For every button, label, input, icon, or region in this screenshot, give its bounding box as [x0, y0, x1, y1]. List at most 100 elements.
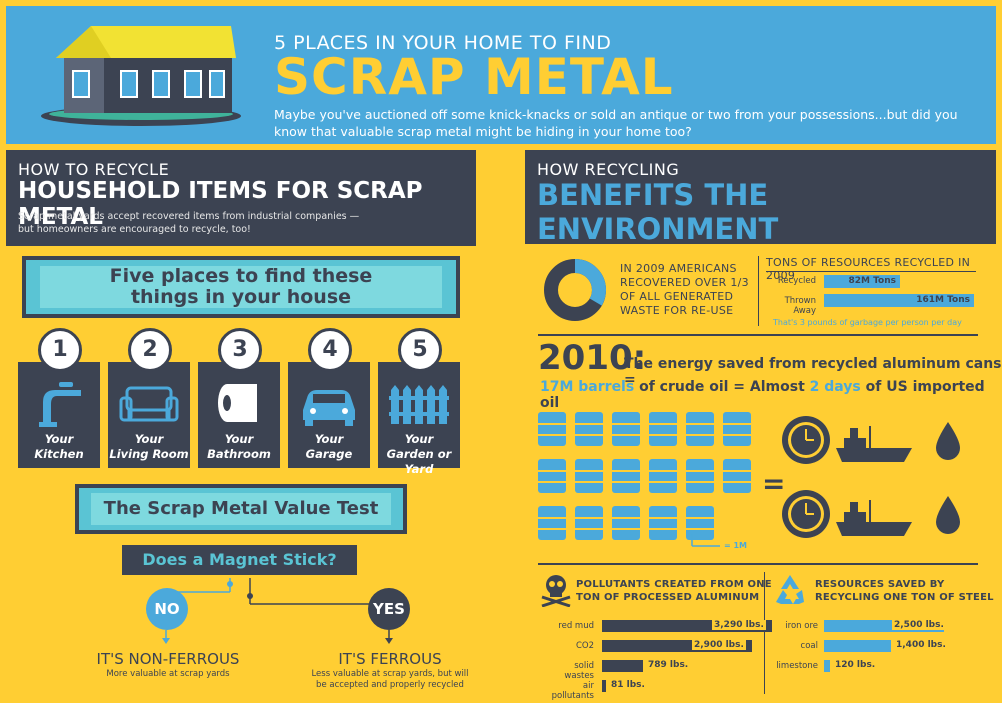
five-places-title: Five places to find these things in your… — [40, 266, 442, 308]
place-number-2: 2 — [128, 328, 172, 372]
barrel-icon — [649, 459, 677, 493]
barrel-icon — [575, 459, 603, 493]
pollutant-label: red mud — [558, 621, 594, 631]
recycle-icon — [776, 575, 804, 604]
non-ferrous-result: IT'S NON-FERROUS — [96, 650, 240, 668]
barrel-icon — [575, 412, 603, 446]
five-places-banner: Five places to find these things in your… — [22, 256, 460, 318]
divider-rule — [538, 334, 978, 336]
barrel-icon — [686, 459, 714, 493]
tons-recycled-bar: 82M Tons — [824, 275, 900, 288]
place-kitchen: Your Kitchen — [18, 362, 100, 468]
tons-title: TONS OF RESOURCES RECYCLED IN 2009 — [766, 256, 971, 282]
barrel-icon — [612, 506, 640, 540]
energy-line2: 17M barrels of crude oil = Almost 2 days… — [540, 379, 985, 411]
place-number-3: 3 — [218, 328, 262, 372]
ship-icon — [836, 500, 912, 536]
energy-line1: The energy saved from recycled aluminum … — [624, 356, 1002, 388]
header-title: SCRAP METAL — [274, 48, 674, 106]
place-living-room-label: Your Living Room — [109, 432, 189, 461]
five-places-title-line1: Five places to find these — [109, 265, 373, 287]
resource-value: 2,500 lbs. — [892, 620, 946, 630]
place-bathroom: Your Bathroom — [198, 362, 280, 468]
toilet-paper-icon — [218, 384, 257, 422]
fence-icon — [389, 385, 449, 424]
left-section-description: Scrap metal yards accept recovered items… — [18, 211, 360, 235]
ship-icon — [836, 426, 912, 462]
place-bathroom-label: Your Bathroom — [207, 432, 271, 461]
barrel-legend: = 1M — [724, 541, 748, 550]
ferrous-result: IT'S FERROUS — [338, 650, 442, 668]
skull-icon — [541, 575, 571, 607]
barrel-icon — [686, 506, 714, 540]
pollutant-label: CO2 — [575, 641, 594, 651]
pollutant-value: 3,290 lbs. — [712, 620, 766, 630]
pollutant-bar — [602, 660, 643, 672]
equals-sign: = — [762, 467, 786, 500]
energy-days: 2 days — [809, 379, 861, 395]
resource-label: coal — [800, 641, 818, 651]
pollutant-bar — [602, 680, 606, 692]
oil-drop-icon — [936, 496, 960, 534]
tons-note: That's 3 pounds of garbage per person pe… — [773, 318, 962, 327]
left-section-small-title: HOW TO RECYCLE — [18, 160, 170, 179]
place-living-room: Your Living Room — [108, 362, 190, 468]
place-garage: Your Garage — [288, 362, 370, 468]
left-section-header: HOW TO RECYCLE HOUSEHOLD ITEMS FOR SCRAP… — [6, 150, 476, 246]
no-circle: NO — [146, 588, 188, 630]
place-number-4: 4 — [308, 328, 352, 372]
barrel-legend-line — [691, 534, 720, 547]
resources-saved-title: RESOURCES SAVED BY RECYCLING ONE TON OF S… — [815, 579, 994, 603]
right-section-big-title: BENEFITS THE ENVIRONMENT — [537, 178, 779, 246]
right-section-header: HOW RECYCLING BENEFITS THE ENVIRONMENT — [525, 150, 996, 246]
car-icon — [303, 390, 355, 426]
value-test-banner: The Scrap Metal Value Test — [75, 484, 407, 534]
divider — [758, 256, 759, 326]
pollutant-value: 2,900 lbs. — [692, 640, 746, 650]
place-garage-label: Your Garage — [305, 432, 353, 461]
barrel-icon — [612, 412, 640, 446]
pollutant-value: 81 lbs. — [609, 680, 647, 690]
oil-drop-icon — [936, 422, 960, 460]
place-garden: Your Garden or Yard — [378, 362, 460, 476]
pollutant-label: solid wastes — [564, 661, 594, 681]
resource-value: 1,400 lbs. — [894, 640, 948, 650]
place-garden-label: Your Garden or Yard — [386, 432, 452, 476]
pollutants-title: POLLUTANTS CREATED FROM ONE TON OF PROCES… — [576, 579, 772, 603]
value-test-title: The Scrap Metal Value Test — [91, 493, 391, 525]
magnet-question: Does a Magnet Stick? — [122, 545, 357, 575]
barrel-icon — [612, 459, 640, 493]
yes-circle: YES — [368, 588, 410, 630]
ferrous-description: Less valuable at scrap yards, but will b… — [311, 669, 469, 690]
non-ferrous-description: More valuable at scrap yards — [106, 669, 230, 679]
recovery-donut-chart — [544, 259, 606, 321]
header-banner: 5 PLACES IN YOUR HOME TO FIND SCRAP META… — [6, 6, 996, 144]
day-1-clock-ship-oil — [782, 416, 960, 464]
barrel-icon — [723, 459, 751, 493]
place-kitchen-label: Your Kitchen — [34, 432, 84, 461]
barrel-icon — [538, 412, 566, 446]
tons-thrown-label: Thrown Away — [784, 296, 816, 316]
header-subtitle: 5 PLACES IN YOUR HOME TO FIND — [274, 32, 612, 54]
tons-rule — [766, 271, 976, 272]
donut-recovered-slice — [544, 259, 606, 321]
resource-value: 120 lbs. — [833, 660, 878, 670]
tons-thrown-bar: 161M Tons — [824, 294, 974, 307]
five-places-title-line2: things in your house — [130, 286, 352, 308]
place-number-5: 5 — [398, 328, 442, 372]
resource-bar — [824, 660, 830, 672]
barrel-pictogram — [538, 412, 768, 552]
barrel-icon — [538, 506, 566, 540]
recovery-text: IN 2009 AMERICANS RECOVERED OVER 1/3 OF … — [620, 262, 749, 317]
divider — [764, 572, 765, 694]
barrel-icon — [686, 412, 714, 446]
pollutant-label: air pollutants — [551, 681, 594, 701]
faucet-icon — [39, 382, 81, 427]
resource-label: limestone — [776, 661, 818, 671]
tons-recycled-label: Recycled — [777, 276, 816, 286]
resource-bar — [824, 640, 891, 652]
sofa-icon — [119, 386, 179, 422]
barrel-icon — [538, 459, 566, 493]
energy-year: 2010: — [538, 338, 647, 378]
divider-rule — [538, 563, 978, 565]
